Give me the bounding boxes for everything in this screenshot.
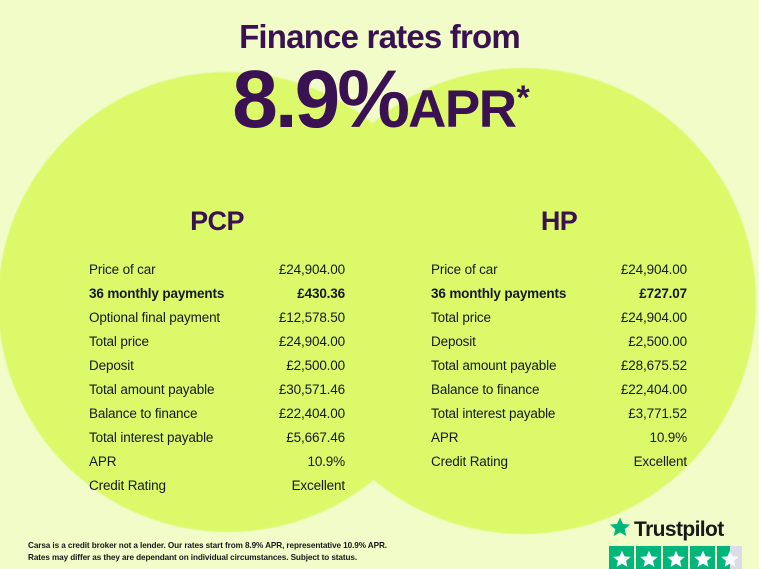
plan-rows-hp: Price of car £24,904.00 36 monthly payment… <box>431 258 687 474</box>
trustpilot-badge[interactable]: Trustpilot <box>609 516 745 569</box>
disclaimer-line-2: Rates may differ as they are dependant o… <box>28 553 358 563</box>
trustpilot-star-icon <box>609 516 631 543</box>
table-row: Credit Rating Excellent <box>89 474 345 498</box>
row-label: Total amount payable <box>89 382 215 397</box>
row-label: Optional final payment <box>89 310 221 325</box>
table-row: Balance to finance £22,404.00 <box>89 402 345 426</box>
row-value: Excellent <box>633 454 688 469</box>
row-label: Balance to finance <box>431 382 540 397</box>
row-value: £24,904.00 <box>278 334 345 349</box>
row-value: £22,404.00 <box>278 406 345 421</box>
hero-rate-value: 8.9% <box>232 54 410 145</box>
plan-hp: HP Price of car £24,904.00 36 monthly paym… <box>379 206 758 498</box>
disclaimer-line-1: Carsa is a credit broker not a lender. O… <box>28 540 387 550</box>
rating-star-full <box>609 546 634 569</box>
background-decoration <box>0 20 759 569</box>
hero-rate-apr-label: APR <box>408 80 517 139</box>
row-label: 36 monthly payments <box>89 286 225 301</box>
row-value: £28,675.52 <box>620 358 687 373</box>
row-label: Total price <box>431 310 491 325</box>
row-value: £30,571.46 <box>278 382 345 397</box>
promo-card: Finance rates from 8.9% APR * PCP Price … <box>0 20 759 569</box>
row-value: £727.07 <box>639 286 687 301</box>
row-label: Price of car <box>431 262 498 277</box>
finance-plans: PCP Price of car £24,904.00 36 monthly pay… <box>0 206 759 498</box>
table-row: Optional final payment £12,578.50 <box>89 306 345 330</box>
star-icon <box>639 550 658 567</box>
rating-star-half <box>717 546 742 569</box>
hero-section: Finance rates from 8.9% APR * <box>0 20 759 140</box>
row-label: Total interest payable <box>89 430 214 445</box>
row-label: Price of car <box>89 262 156 277</box>
table-row: Total price £24,904.00 <box>89 330 345 354</box>
row-label: APR <box>89 454 117 469</box>
row-label: 36 monthly payments <box>431 286 567 301</box>
table-row: Total price £24,904.00 <box>431 306 687 330</box>
row-value: £2,500.00 <box>286 358 345 373</box>
row-label: Total amount payable <box>431 358 557 373</box>
row-label: Credit Rating <box>89 478 166 493</box>
plan-rows-pcp: Price of car £24,904.00 36 monthly payment… <box>89 258 345 498</box>
table-row: Total amount payable £28,675.52 <box>431 354 687 378</box>
trustpilot-wordmark: Trustpilot <box>609 516 745 543</box>
rating-star-full <box>663 546 688 569</box>
rating-star-full <box>636 546 661 569</box>
hero-kicker: Finance rates from <box>239 18 521 55</box>
row-value: 10.9% <box>307 454 345 469</box>
hero-rate-asterisk: * <box>516 79 530 117</box>
row-label: Deposit <box>89 358 134 373</box>
row-value: £2,500.00 <box>628 334 687 349</box>
trustpilot-name: Trustpilot <box>634 518 724 541</box>
table-row: APR 10.9% <box>431 426 687 450</box>
row-value: £3,771.52 <box>628 406 687 421</box>
row-label: APR <box>431 430 459 445</box>
table-row: Total interest payable £3,771.52 <box>431 402 687 426</box>
row-value: £5,667.46 <box>286 430 345 445</box>
table-row: 36 monthly payments £727.07 <box>431 282 687 306</box>
table-row: Total amount payable £30,571.46 <box>89 378 345 402</box>
table-row: Credit Rating Excellent <box>431 450 687 474</box>
row-value: £22,404.00 <box>620 382 687 397</box>
table-row: Deposit £2,500.00 <box>89 354 345 378</box>
row-value: £24,904.00 <box>620 310 687 325</box>
row-label: Total price <box>89 334 149 349</box>
table-row: 36 monthly payments £430.36 <box>89 282 345 306</box>
table-row: Balance to finance £22,404.00 <box>431 378 687 402</box>
row-value: £12,578.50 <box>278 310 345 325</box>
table-row: Price of car £24,904.00 <box>89 258 345 282</box>
row-label: Deposit <box>431 334 476 349</box>
table-row: Total interest payable £5,667.46 <box>89 426 345 450</box>
row-value: £24,904.00 <box>278 262 345 277</box>
rating-star-full <box>690 546 715 569</box>
star-icon <box>720 550 739 567</box>
row-value: £430.36 <box>297 286 345 301</box>
table-row: Price of car £24,904.00 <box>431 258 687 282</box>
row-value: 10.9% <box>649 430 687 445</box>
row-value: Excellent <box>291 478 346 493</box>
star-icon <box>666 550 685 567</box>
plan-pcp: PCP Price of car £24,904.00 36 monthly pay… <box>0 206 379 498</box>
table-row: APR 10.9% <box>89 450 345 474</box>
star-icon <box>612 550 631 567</box>
footer: Carsa is a credit broker not a lender. O… <box>28 540 448 565</box>
plan-title-pcp: PCP <box>190 206 244 236</box>
plan-title-hp: HP <box>540 206 578 236</box>
row-value: £24,904.00 <box>620 262 687 277</box>
hero-rate: 8.9% APR * <box>0 54 759 145</box>
disclaimer-text: Carsa is a credit broker not a lender. O… <box>28 540 448 565</box>
row-label: Total interest payable <box>431 406 556 421</box>
row-label: Credit Rating <box>431 454 508 469</box>
row-label: Balance to finance <box>89 406 198 421</box>
table-row: Deposit £2,500.00 <box>431 330 687 354</box>
trustpilot-rating-stars <box>609 546 745 569</box>
background-circle-right <box>290 68 756 534</box>
star-icon <box>693 550 712 567</box>
